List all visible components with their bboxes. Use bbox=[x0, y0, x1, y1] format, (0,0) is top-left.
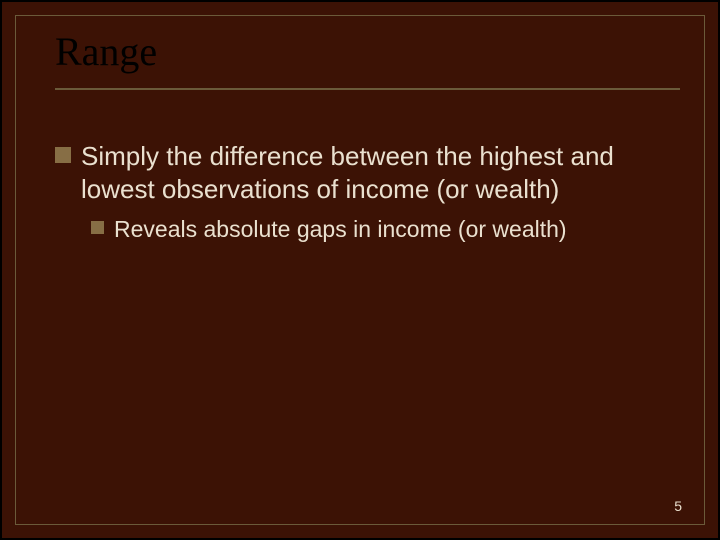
title-underline bbox=[55, 88, 680, 90]
bullet-level2: Reveals absolute gaps in income (or weal… bbox=[91, 215, 680, 244]
bullet-level1-text: Simply the difference between the highes… bbox=[81, 140, 680, 205]
bullet-square-icon bbox=[55, 147, 71, 163]
bullet-level1: Simply the difference between the highes… bbox=[55, 140, 680, 205]
content-area: Simply the difference between the highes… bbox=[55, 140, 680, 250]
page-number: 5 bbox=[674, 498, 682, 514]
bullet-square-icon bbox=[91, 221, 104, 234]
inner-panel bbox=[15, 15, 705, 525]
slide-title: Range bbox=[55, 28, 157, 75]
slide: Range Simply the difference between the … bbox=[0, 0, 720, 540]
bullet-level2-text: Reveals absolute gaps in income (or weal… bbox=[114, 215, 567, 244]
